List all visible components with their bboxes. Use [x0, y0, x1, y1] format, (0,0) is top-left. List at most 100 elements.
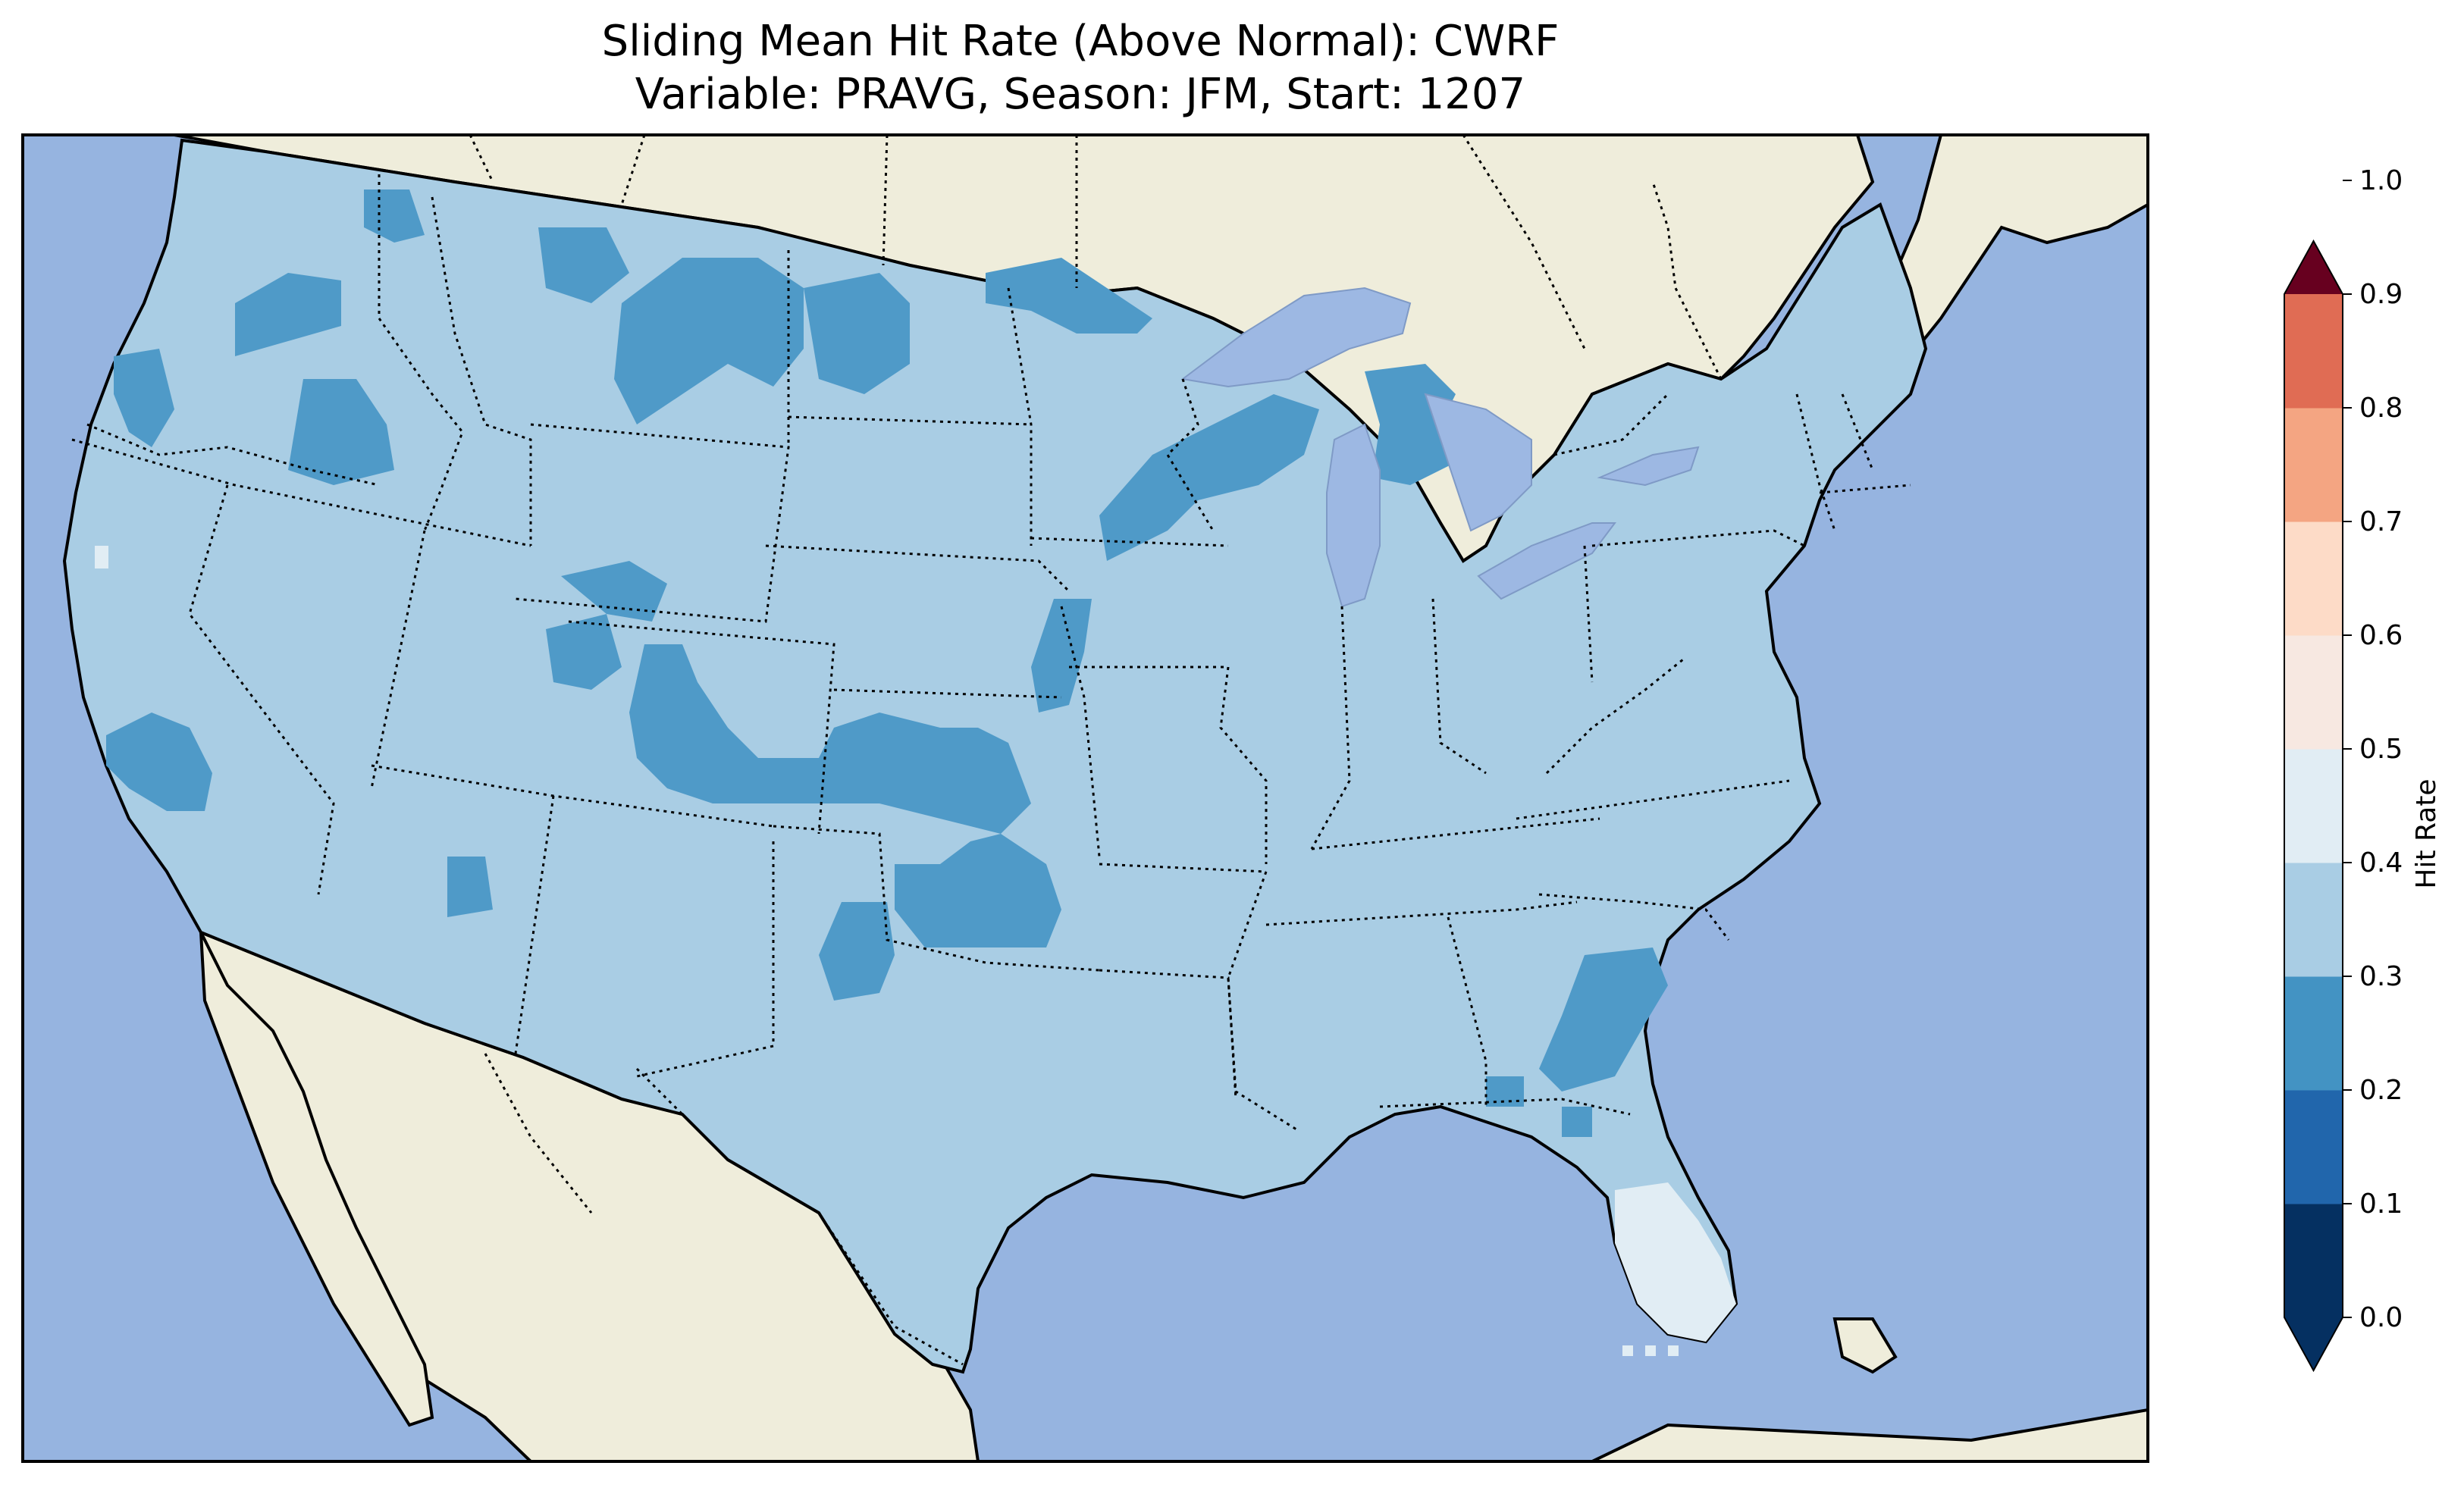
border-ca-nv-diagonal: [188, 484, 335, 895]
patch-washington-interior: [235, 273, 341, 356]
colorbar-segment: [2284, 521, 2343, 636]
patch-colorado-arc: [629, 644, 1031, 834]
patch-oklahoma-texas: [895, 834, 1061, 947]
colorbar-segment: [2284, 1204, 2343, 1318]
colorbar-segment: [2284, 749, 2343, 863]
field-class-0.4-0.5-keys-1: [1622, 1345, 1633, 1356]
border-nv-ut: [370, 530, 426, 789]
baja-peninsula: [199, 932, 434, 1427]
patch-montana-west: [538, 227, 629, 303]
lake-superior: [1180, 287, 1412, 388]
colorbar-tick-label: 0.7: [2359, 506, 2403, 537]
border-oh-pa: [1583, 545, 1594, 683]
patch-florida-panhandle: [1562, 1107, 1592, 1137]
field-class-0.4-0.5-florida: [1615, 1182, 1736, 1342]
chart-title-line-1: Sliding Mean Hit Rate (Above Normal): CW…: [601, 17, 1560, 66]
patch-minnesota-wisconsin: [1099, 394, 1319, 561]
border-dakotas-east: [1007, 287, 1033, 546]
patch-michigan-lower: [1372, 424, 1456, 485]
patch-iowa-kansas: [1031, 599, 1092, 713]
colorbar-extend-max: [2284, 241, 2343, 294]
patch-oregon-east: [288, 379, 394, 485]
border-canada-pacific: [469, 135, 494, 183]
border-va-nc: [1516, 779, 1790, 820]
colorbar-tick-label: 0.5: [2359, 734, 2403, 765]
border-ks-ok: [833, 688, 1062, 699]
border-co: [568, 620, 835, 835]
colorbar-label: Hit Rate: [2411, 778, 2442, 888]
field-class-0.4-0.5-keys-3: [1668, 1345, 1679, 1356]
colorbar-tick-label: 0.3: [2359, 961, 2403, 992]
patch-alabama-south: [1486, 1076, 1524, 1107]
border-pa-ny: [1591, 529, 1805, 547]
cuba-land: [1832, 1317, 1898, 1374]
border-canada-quebec: [1462, 135, 1586, 349]
colorbar-tick-label: 0.4: [2359, 847, 2403, 879]
border-or-ca-nv: [71, 438, 531, 547]
border-mn-wi: [1166, 378, 1215, 531]
patch-montana-central: [614, 258, 804, 424]
patch-southern-california: [106, 713, 212, 811]
border-ok-tx: [773, 825, 1100, 972]
border-tx-mexico: [635, 1067, 964, 1366]
border-mo-ar: [1099, 863, 1267, 873]
lake-huron: [1424, 393, 1532, 532]
patch-michigan-upper: [1365, 364, 1456, 440]
state-borders: [71, 135, 1911, 1366]
field-class-0.4-0.5-keys-2: [1645, 1345, 1656, 1356]
colorbar-tick-label: 0.6: [2359, 620, 2403, 651]
colorbar-tick-label: 0.1: [2359, 1189, 2403, 1220]
patch-wyoming-south: [561, 561, 667, 622]
colorbar-tick-label: 0.0: [2359, 1302, 2403, 1333]
border-tn: [1265, 900, 1578, 926]
border-wy: [515, 423, 790, 623]
patch-arizona: [447, 857, 493, 917]
colorbar-segment: [2284, 1090, 2343, 1204]
colorbar-extend-min: [2284, 1317, 2343, 1370]
colorbar-segment: [2284, 863, 2343, 977]
border-id-west: [378, 174, 464, 531]
field-class-0.2-0.3-patches: [106, 189, 1668, 1137]
border-mn-ia: [1030, 537, 1229, 547]
border-il-in: [1310, 606, 1351, 850]
colorbar-segment: [2284, 408, 2343, 522]
chart-title-line-2: Variable: PRAVG, Season: JFM, Start: 120…: [635, 70, 1526, 119]
border-ky-tn: [1311, 817, 1600, 850]
lake-michigan: [1326, 423, 1381, 608]
border-ny-vt-nh: [1795, 393, 1836, 531]
colorbar-segments: [2284, 239, 2343, 1373]
border-az-nm: [514, 795, 555, 1054]
colorbar-tick-label: 0.8: [2359, 393, 2403, 424]
colorbar-tick-label: 0.2: [2359, 1075, 2403, 1106]
border-nd-sd: [788, 415, 1032, 426]
patch-north-dakota: [804, 273, 910, 394]
border-ma-ct-ri: [1819, 484, 1911, 494]
map-frame: [21, 133, 2149, 1463]
colorbar-ticks: 0.0 0.1 0.2 0.3 0.4 0.5 0.6 0.7 0.8 0.9 1.0: [2343, 165, 2403, 1333]
colorbar-tick-label: 0.9: [2359, 279, 2403, 310]
lake-erie: [1477, 522, 1616, 600]
colorbar-tick-label: 1.0: [2359, 165, 2403, 196]
border-canada-west: [620, 135, 646, 205]
border-canada-ontario: [1553, 393, 1669, 456]
colorbar-segment: [2284, 976, 2343, 1091]
border-canada-central: [882, 135, 889, 266]
border-tx-west: [636, 841, 775, 1078]
lake-ontario: [1597, 446, 1700, 487]
border-ne-ks: [765, 544, 1071, 593]
border-ia-mo: [1069, 666, 1268, 864]
patch-minnesota-north: [986, 258, 1152, 334]
border-nh-me: [1841, 393, 1874, 471]
field-class-0.4-0.5-california: [95, 546, 108, 568]
patch-washington-coast: [114, 349, 174, 447]
colorbar-segment: [2284, 294, 2343, 409]
border-in-oh: [1431, 598, 1487, 775]
patch-utah-wyoming: [546, 614, 622, 690]
great-lakes: [1180, 287, 1700, 608]
colorbar-segment: [2284, 635, 2343, 750]
border-mexico-interior: [484, 1053, 593, 1214]
border-wv-va: [1545, 658, 1684, 775]
patch-new-mexico-east: [819, 902, 895, 1001]
